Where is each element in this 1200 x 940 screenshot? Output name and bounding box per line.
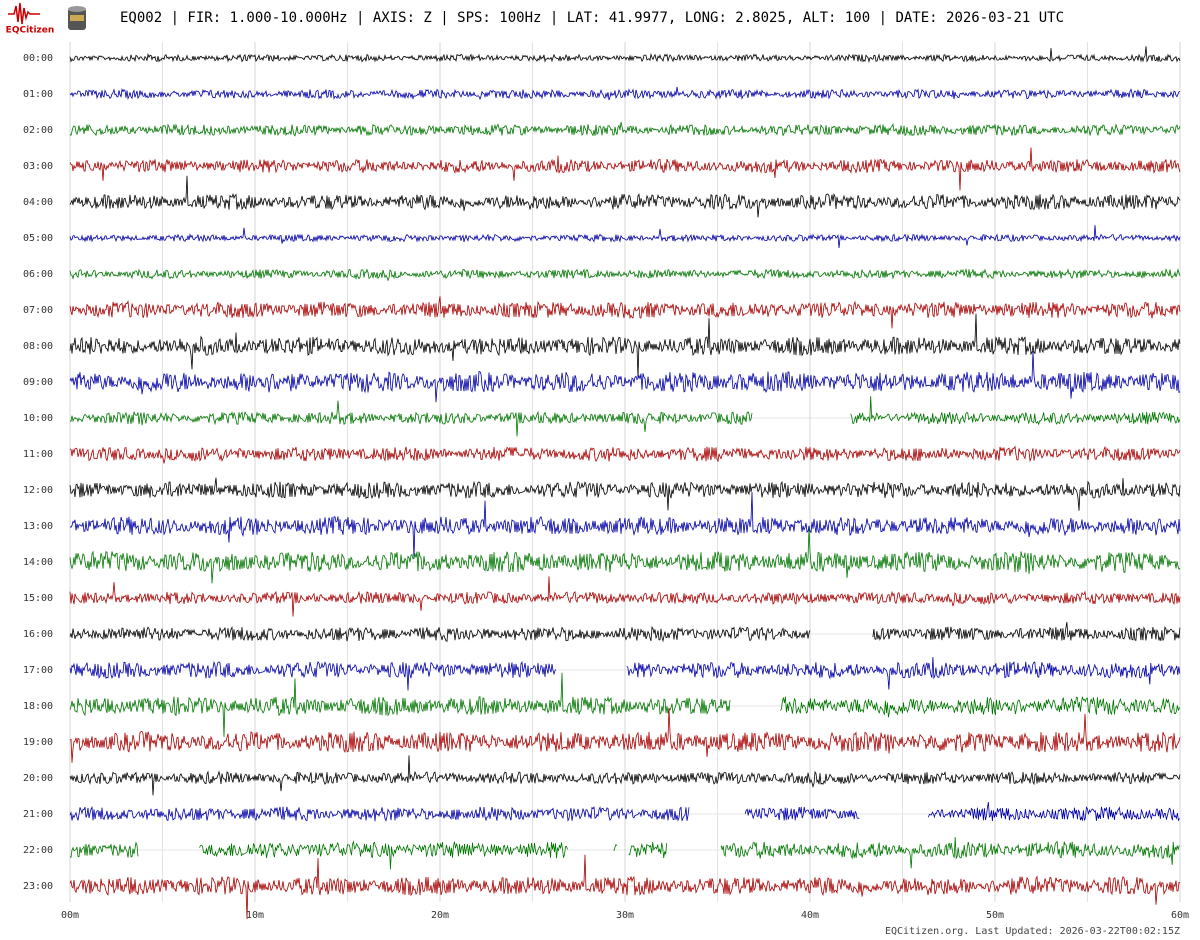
trace-segment <box>626 657 1181 690</box>
footer: EQCitizen.org. Last Updated: 2026-03-22T… <box>885 926 1180 937</box>
trace-segment <box>69 660 557 691</box>
trace-segment <box>69 313 1181 379</box>
row-label: 16:00 <box>23 629 53 640</box>
trace-segment <box>69 805 690 822</box>
trace-segment <box>69 225 1181 249</box>
trace-segment <box>69 755 1181 796</box>
row-label: 11:00 <box>23 449 53 460</box>
row-label: 14:00 <box>23 557 53 568</box>
x-tick-label: 10m <box>246 910 264 921</box>
row-label: 10:00 <box>23 413 53 424</box>
trace-segment <box>69 491 1181 559</box>
trace-segment <box>613 843 618 852</box>
trace-segment <box>69 46 1181 64</box>
trace-segment <box>872 622 1181 642</box>
trace-segment <box>69 445 1181 464</box>
row-label: 01:00 <box>23 89 53 100</box>
row-label: 13:00 <box>23 521 53 532</box>
row-label: 04:00 <box>23 197 53 208</box>
trace-segment <box>69 576 1181 617</box>
row-label: 07:00 <box>23 305 53 316</box>
x-tick-label: 40m <box>801 910 819 921</box>
trace-segment <box>628 841 668 859</box>
row-label: 08:00 <box>23 341 53 352</box>
trace-segment <box>69 854 1181 919</box>
row-label: 09:00 <box>23 377 53 388</box>
trace-segment <box>69 708 1181 763</box>
trace-segment <box>199 840 568 870</box>
trace-segment <box>69 147 1181 191</box>
trace-segment <box>780 696 1180 718</box>
trace-segment <box>69 400 753 437</box>
row-label: 18:00 <box>23 701 53 712</box>
row-label: 19:00 <box>23 737 53 748</box>
trace-segment <box>69 121 1181 137</box>
trace-segment <box>69 527 1181 584</box>
trace-segment <box>69 175 1181 218</box>
x-tick-label: 00m <box>61 910 79 921</box>
x-tick-label: 20m <box>431 910 449 921</box>
trace-segment <box>69 841 139 858</box>
row-label: 00:00 <box>23 53 53 64</box>
trace-segment <box>928 802 1180 822</box>
logo: EQCitizen <box>6 2 55 36</box>
trace-segment <box>744 806 860 821</box>
trace-segment <box>69 296 1181 329</box>
device-top <box>68 6 86 12</box>
row-label: 03:00 <box>23 161 53 172</box>
x-tick-label: 60m <box>1171 910 1189 921</box>
row-label: 20:00 <box>23 773 53 784</box>
device-icon <box>68 6 86 30</box>
row-label: 23:00 <box>23 881 53 892</box>
chart-title: EQ002 | FIR: 1.000-10.000Hz | AXIS: Z | … <box>120 10 1064 26</box>
trace-segment <box>69 267 1181 282</box>
row-label: 05:00 <box>23 233 53 244</box>
row-label: 06:00 <box>23 269 53 280</box>
trace-segment <box>69 625 811 643</box>
row-label: 02:00 <box>23 125 53 136</box>
trace-segment <box>69 477 1181 511</box>
row-label: 15:00 <box>23 593 53 604</box>
row-label: 12:00 <box>23 485 53 496</box>
row-label: 22:00 <box>23 845 53 856</box>
trace-segment <box>69 672 731 737</box>
trace-segment <box>69 86 1181 101</box>
logo-text: EQCitizen <box>6 26 55 36</box>
x-tick-label: 30m <box>616 910 634 921</box>
row-label: 21:00 <box>23 809 53 820</box>
x-tick-label: 50m <box>986 910 1004 921</box>
logo-wave <box>8 2 40 25</box>
trace-segment <box>69 351 1181 403</box>
device-label <box>70 15 84 21</box>
trace-segment <box>850 396 1181 426</box>
row-label: 17:00 <box>23 665 53 676</box>
trace-segment <box>720 837 1180 869</box>
